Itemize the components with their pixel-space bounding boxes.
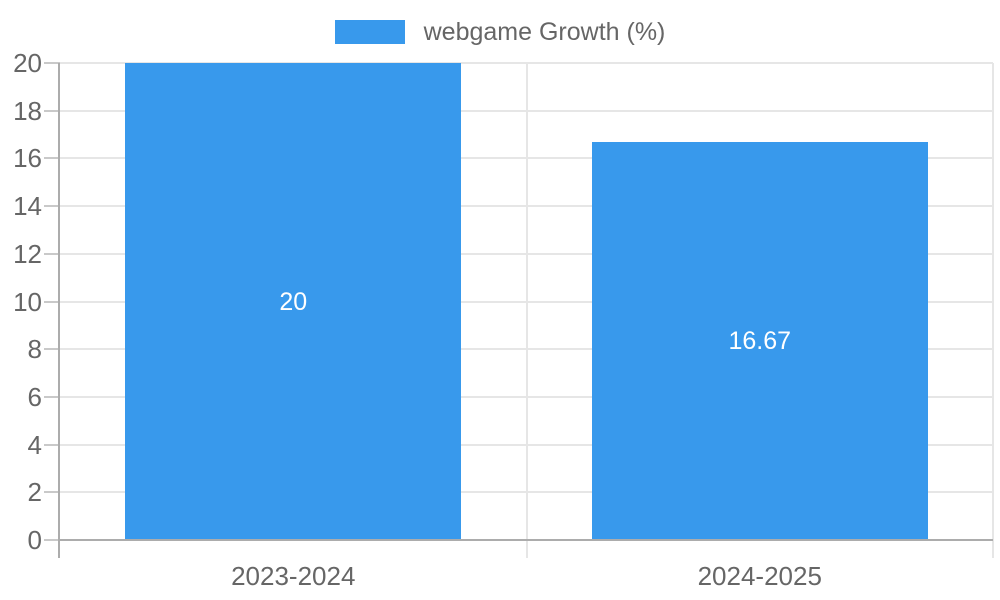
y-tick-label: 2: [27, 477, 42, 508]
y-tick-label: 18: [13, 95, 42, 126]
y-tick: [44, 157, 60, 160]
y-tick: [44, 252, 60, 255]
y-tick: [44, 395, 60, 398]
y-tick: [44, 109, 60, 112]
y-tick-label: 10: [13, 286, 42, 317]
y-tick-label: 16: [13, 143, 42, 174]
y-tick-label: 14: [13, 191, 42, 222]
bar[interactable]: [591, 142, 928, 540]
legend-label: webgame Growth (%): [423, 18, 666, 46]
y-tick: [44, 348, 60, 351]
bar-value-label: 20: [279, 287, 308, 316]
y-tick-label: 0: [27, 525, 42, 555]
x-gridline: [525, 63, 528, 558]
y-tick-label: 12: [13, 238, 42, 269]
y-tick: [44, 443, 60, 446]
y-tick-label: 20: [13, 48, 42, 78]
x-tick-label: 2024-2025: [697, 561, 822, 591]
y-tick-label: 4: [27, 429, 42, 460]
y-tick: [44, 539, 60, 541]
bar[interactable]: [125, 63, 462, 540]
y-tick: [44, 62, 60, 64]
legend-color-swatch: [334, 20, 405, 44]
y-tick: [44, 300, 60, 303]
x-gridline: [992, 63, 994, 558]
y-tick: [44, 205, 60, 208]
x-axis-line: [60, 539, 993, 541]
legend-item-webgame-growth[interactable]: webgame Growth (%): [0, 18, 1000, 46]
y-tick-label: 8: [27, 334, 42, 365]
bar-value-label: 16.67: [728, 327, 792, 356]
y-tick: [44, 491, 60, 494]
x-tick-label: 2023-2024: [231, 561, 356, 591]
y-tick-label: 6: [27, 381, 42, 412]
y-axis-line: [58, 63, 60, 558]
